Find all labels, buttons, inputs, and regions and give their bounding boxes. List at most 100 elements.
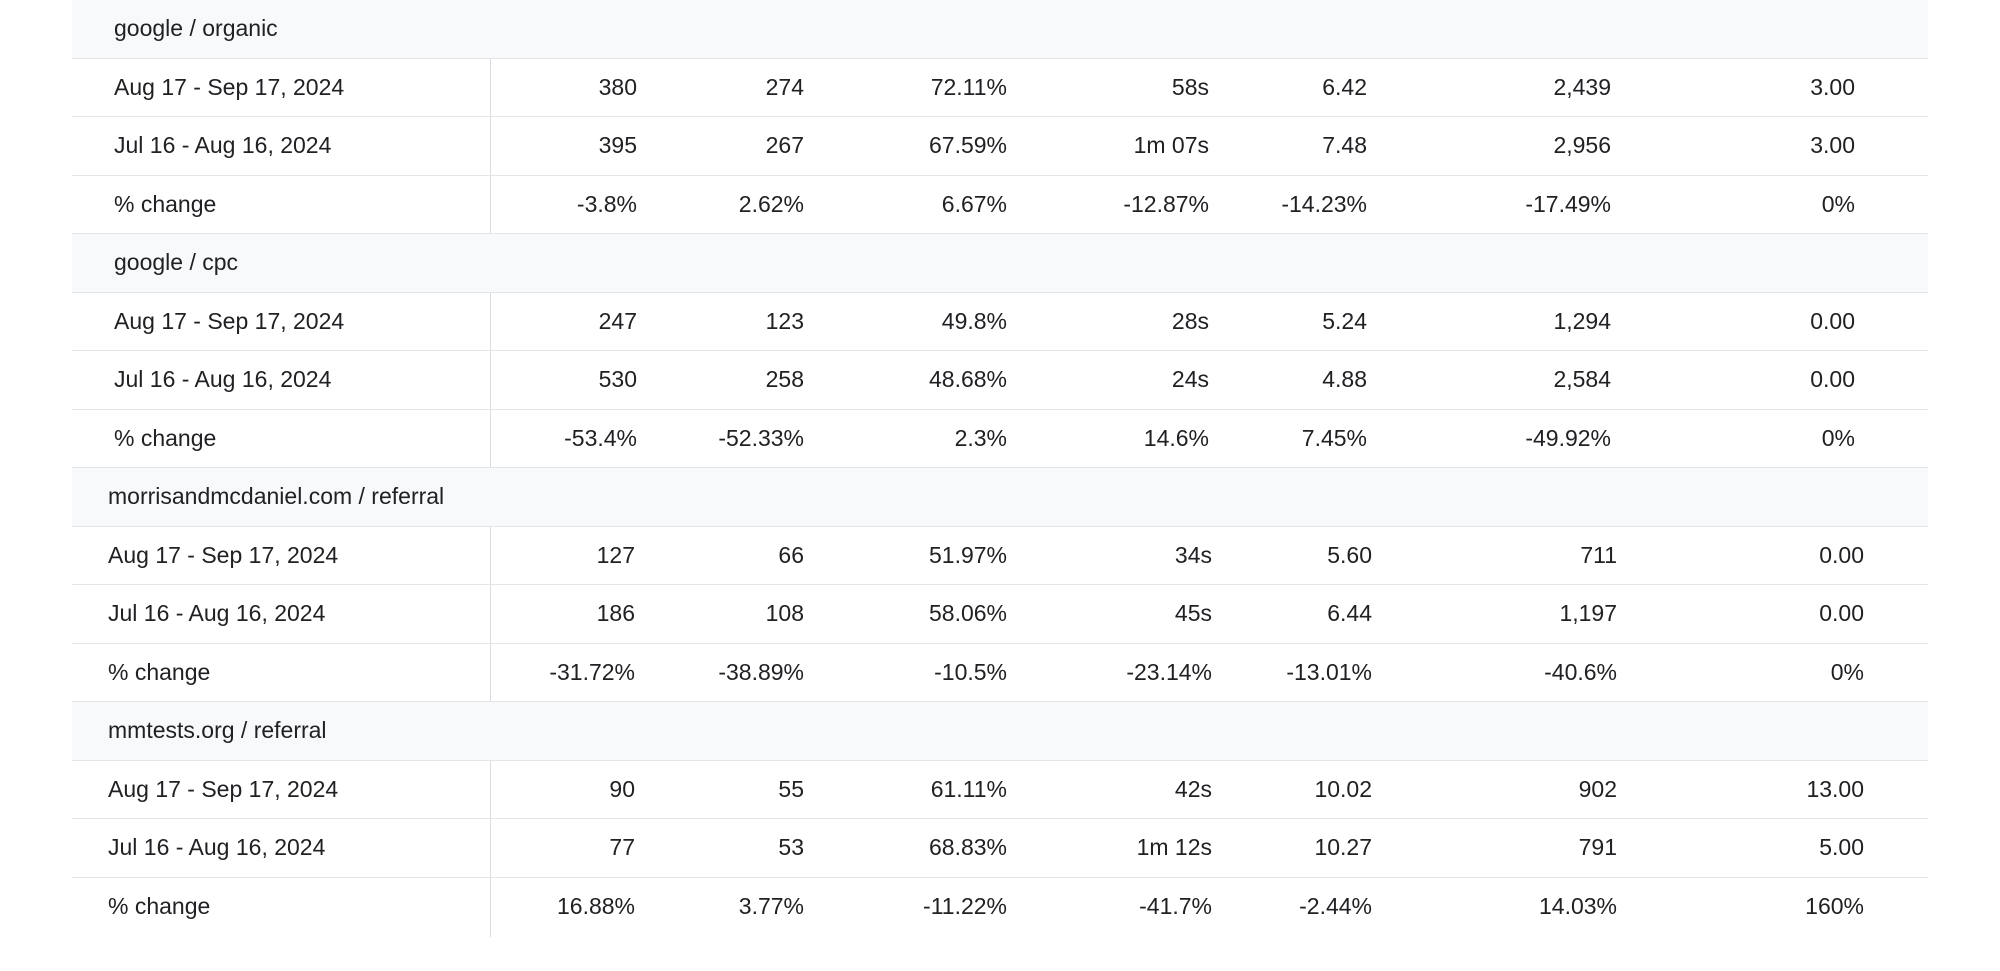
cell-value: 14.03% <box>1538 893 1617 920</box>
cell-value: -12.87% <box>1123 190 1209 217</box>
cell-value: 10.02 <box>1314 775 1372 802</box>
cell-value: 0.00 <box>1810 307 1855 334</box>
cell-value: 48.68% <box>928 366 1007 393</box>
row-label: % change <box>108 658 211 685</box>
group-name: google / cpc <box>114 249 239 276</box>
table-row[interactable]: % change 16.88% 3.77% -11.22% -41.7% -2.… <box>72 878 1928 937</box>
group-header-row[interactable]: google / organic <box>72 0 1928 59</box>
table-row[interactable]: Aug 17 - Sep 17, 2024 380 274 72.11% 58s… <box>72 59 1928 117</box>
cell-value: 1,197 <box>1559 600 1617 627</box>
cell-value: 711 <box>1580 541 1617 568</box>
row-label: Jul 16 - Aug 16, 2024 <box>114 132 332 159</box>
table-row[interactable]: Aug 17 - Sep 17, 2024 90 55 61.11% 42s 1… <box>72 761 1928 819</box>
cell-value: 3.00 <box>1810 132 1855 159</box>
cell-value: 68.83% <box>928 834 1007 861</box>
cell-value: 58.06% <box>928 600 1007 627</box>
cell-value: 0% <box>1830 658 1864 685</box>
cell-value: 123 <box>765 307 804 334</box>
table-row[interactable]: % change -31.72% -38.89% -10.5% -23.14% … <box>72 644 1928 702</box>
cell-value: 10.27 <box>1314 834 1372 861</box>
cell-value: -10.5% <box>934 658 1007 685</box>
cell-value: 4.88 <box>1322 366 1367 393</box>
table-row[interactable]: Jul 16 - Aug 16, 2024 395 267 67.59% 1m … <box>72 117 1928 176</box>
cell-value: 58s <box>1171 73 1209 100</box>
cell-value: 66 <box>778 541 804 568</box>
cell-value: 24s <box>1171 366 1209 393</box>
row-label: % change <box>114 190 217 217</box>
cell-value: 258 <box>765 366 804 393</box>
cell-value: 55 <box>778 775 804 802</box>
table-row[interactable]: Jul 16 - Aug 16, 2024 530 258 48.68% 24s… <box>72 351 1928 410</box>
comparison-table: google / organic Aug 17 - Sep 17, 2024 3… <box>72 0 1928 937</box>
table-row[interactable]: Aug 17 - Sep 17, 2024 247 123 49.8% 28s … <box>72 293 1928 351</box>
cell-value: 0.00 <box>1819 600 1864 627</box>
cell-value: 2.62% <box>738 190 804 217</box>
group-name: google / organic <box>114 15 278 42</box>
cell-value: 77 <box>609 834 635 861</box>
cell-value: 51.97% <box>928 541 1007 568</box>
cell-value: 791 <box>1578 834 1617 861</box>
cell-value: 0% <box>1821 424 1855 451</box>
row-label: Aug 17 - Sep 17, 2024 <box>114 73 345 100</box>
row-label: Jul 16 - Aug 16, 2024 <box>108 834 326 861</box>
cell-value: -40.6% <box>1544 658 1617 685</box>
cell-value: -11.22% <box>923 893 1007 920</box>
table-row[interactable]: Aug 17 - Sep 17, 2024 127 66 51.97% 34s … <box>72 527 1928 585</box>
cell-value: 34s <box>1174 541 1212 568</box>
row-label: % change <box>108 893 211 920</box>
cell-value: 0% <box>1821 190 1855 217</box>
cell-value: 5.00 <box>1819 834 1864 861</box>
row-label: Aug 17 - Sep 17, 2024 <box>108 541 339 568</box>
cell-value: 1m 12s <box>1136 834 1212 861</box>
cell-value: 14.6% <box>1143 424 1209 451</box>
cell-value: 7.48 <box>1322 132 1367 159</box>
cell-value: 42s <box>1174 775 1212 802</box>
cell-value: 902 <box>1578 775 1617 802</box>
group-header-row[interactable]: morrisandmcdaniel.com / referral <box>72 468 1928 527</box>
table-row[interactable]: Jul 16 - Aug 16, 2024 186 108 58.06% 45s… <box>72 585 1928 644</box>
cell-value: 7.45% <box>1301 424 1367 451</box>
cell-value: 395 <box>598 132 637 159</box>
table-row[interactable]: % change -53.4% -52.33% 2.3% 14.6% 7.45%… <box>72 410 1928 468</box>
cell-value: 3.00 <box>1810 73 1855 100</box>
row-label: Aug 17 - Sep 17, 2024 <box>114 307 345 334</box>
cell-value: -2.44% <box>1299 893 1372 920</box>
cell-value: -53.4% <box>564 424 637 451</box>
cell-value: 61.11% <box>930 775 1007 802</box>
group-header-row[interactable]: google / cpc <box>72 234 1928 293</box>
cell-value: 13.00 <box>1806 775 1864 802</box>
cell-value: 6.42 <box>1322 73 1367 100</box>
cell-value: -23.14% <box>1126 658 1212 685</box>
cell-value: 2.3% <box>954 424 1007 451</box>
group-name: mmtests.org / referral <box>108 717 327 744</box>
cell-value: 2,439 <box>1553 73 1611 100</box>
group-name: morrisandmcdaniel.com / referral <box>108 483 445 510</box>
cell-value: -3.8% <box>576 190 637 217</box>
row-label: Aug 17 - Sep 17, 2024 <box>108 775 339 802</box>
cell-value: 2,956 <box>1553 132 1611 159</box>
group-header-row[interactable]: mmtests.org / referral <box>72 702 1928 761</box>
cell-value: -41.7% <box>1139 893 1212 920</box>
cell-value: 28s <box>1171 307 1209 334</box>
cell-value: 1m 07s <box>1133 132 1209 159</box>
cell-value: 380 <box>598 73 637 100</box>
cell-value: -13.01% <box>1286 658 1372 685</box>
cell-value: 530 <box>598 366 637 393</box>
cell-value: 127 <box>596 541 635 568</box>
cell-value: 45s <box>1174 600 1212 627</box>
row-label: Jul 16 - Aug 16, 2024 <box>114 366 332 393</box>
cell-value: 6.44 <box>1327 600 1372 627</box>
cell-value: 108 <box>765 600 804 627</box>
row-label: % change <box>114 424 217 451</box>
cell-value: 90 <box>609 775 635 802</box>
cell-value: -17.49% <box>1525 190 1611 217</box>
row-label: Jul 16 - Aug 16, 2024 <box>108 600 326 627</box>
cell-value: 160% <box>1805 893 1864 920</box>
cell-value: 5.24 <box>1322 307 1367 334</box>
cell-value: 247 <box>598 307 637 334</box>
table-row[interactable]: Jul 16 - Aug 16, 2024 77 53 68.83% 1m 12… <box>72 819 1928 878</box>
cell-value: -38.89% <box>718 658 804 685</box>
cell-value: 67.59% <box>928 132 1007 159</box>
cell-value: 3.77% <box>738 893 804 920</box>
table-row[interactable]: % change -3.8% 2.62% 6.67% -12.87% -14.2… <box>72 176 1928 234</box>
